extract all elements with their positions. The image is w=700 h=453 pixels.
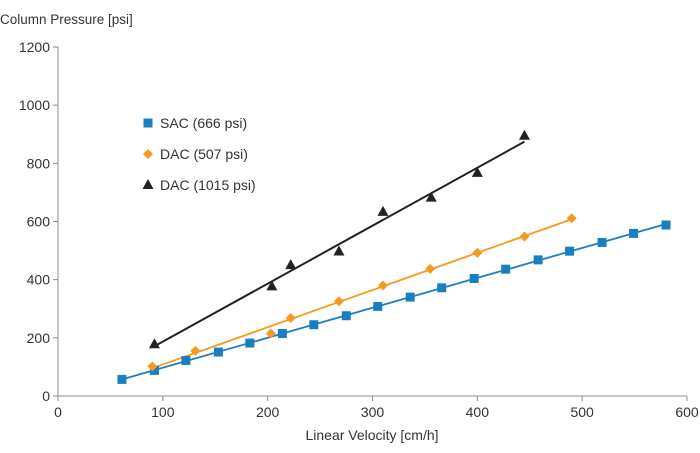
data-point-series-2 bbox=[190, 345, 201, 356]
data-point-series-1 bbox=[533, 255, 543, 265]
y-tick-label: 0 bbox=[42, 388, 50, 404]
data-point-series-1 bbox=[469, 274, 479, 284]
data-points-layer bbox=[117, 129, 671, 384]
data-point-series-3 bbox=[519, 129, 531, 140]
data-point-series-3 bbox=[148, 338, 160, 349]
x-tick-label: 0 bbox=[54, 404, 62, 420]
x-tick-label: 300 bbox=[361, 404, 385, 420]
data-point-series-2 bbox=[147, 361, 158, 372]
trendline-3 bbox=[153, 140, 525, 348]
data-point-series-1 bbox=[277, 328, 287, 338]
data-point-series-1 bbox=[565, 246, 575, 256]
data-point-series-1 bbox=[373, 301, 383, 311]
data-point-series-1 bbox=[661, 220, 671, 230]
data-point-series-1 bbox=[341, 311, 351, 321]
data-point-series-1 bbox=[245, 338, 255, 348]
data-point-series-2 bbox=[285, 313, 296, 324]
data-point-series-1 bbox=[181, 356, 191, 366]
legend-marker-2 bbox=[143, 149, 153, 159]
x-tick-label: 100 bbox=[151, 404, 175, 420]
data-point-series-2 bbox=[333, 296, 344, 307]
data-point-series-1 bbox=[309, 320, 319, 330]
trendline-1 bbox=[121, 223, 667, 381]
data-point-series-2 bbox=[472, 247, 483, 258]
data-point-series-3 bbox=[425, 191, 437, 202]
data-point-series-2 bbox=[566, 213, 577, 224]
data-point-series-2 bbox=[425, 263, 436, 274]
data-point-series-1 bbox=[117, 374, 127, 384]
x-tick-label: 200 bbox=[256, 404, 280, 420]
trendline-2 bbox=[152, 218, 572, 370]
y-tick-label: 800 bbox=[27, 155, 51, 171]
legend: SAC (666 psi) DAC (507 psi) DAC (1015 psi) bbox=[142, 115, 256, 193]
data-point-series-3 bbox=[333, 245, 345, 256]
legend-label-2: DAC (507 psi) bbox=[160, 146, 248, 162]
data-point-series-3 bbox=[266, 280, 278, 291]
x-tick-label: 500 bbox=[570, 404, 594, 420]
legend-label-3: DAC (1015 psi) bbox=[160, 177, 256, 193]
y-tick-label: 1200 bbox=[19, 39, 50, 55]
axes-layer: 0 200 400 600 800 1000 1200 0 100 200 300 400 500 600 bbox=[19, 39, 699, 420]
legend-marker-1 bbox=[143, 118, 153, 128]
data-point-series-2 bbox=[377, 280, 388, 291]
legend-label-1: SAC (666 psi) bbox=[160, 115, 247, 131]
data-point-series-1 bbox=[501, 264, 511, 274]
data-point-series-1 bbox=[597, 237, 607, 247]
data-point-series-2 bbox=[265, 328, 276, 339]
y-tick-label: 1000 bbox=[19, 97, 50, 113]
data-point-series-1 bbox=[149, 365, 159, 375]
data-point-series-1 bbox=[405, 292, 415, 302]
y-tick-label: 600 bbox=[27, 214, 51, 230]
trendlines-layer bbox=[121, 140, 667, 381]
y-tick-label: 400 bbox=[27, 272, 51, 288]
x-tick-label: 400 bbox=[466, 404, 490, 420]
data-point-series-1 bbox=[437, 283, 447, 293]
legend-marker-3 bbox=[142, 179, 154, 189]
x-axis-title: Linear Velocity [cm/h] bbox=[305, 427, 438, 443]
data-point-series-3 bbox=[377, 205, 389, 216]
x-tick-label: 600 bbox=[675, 404, 699, 420]
y-axis-title: Column Pressure [psi] bbox=[0, 12, 133, 27]
data-point-series-1 bbox=[629, 228, 639, 238]
data-point-series-3 bbox=[285, 259, 297, 270]
data-point-series-1 bbox=[213, 347, 223, 357]
data-point-series-3 bbox=[471, 166, 483, 177]
y-tick-label: 200 bbox=[27, 330, 51, 346]
data-point-series-2 bbox=[519, 231, 530, 242]
